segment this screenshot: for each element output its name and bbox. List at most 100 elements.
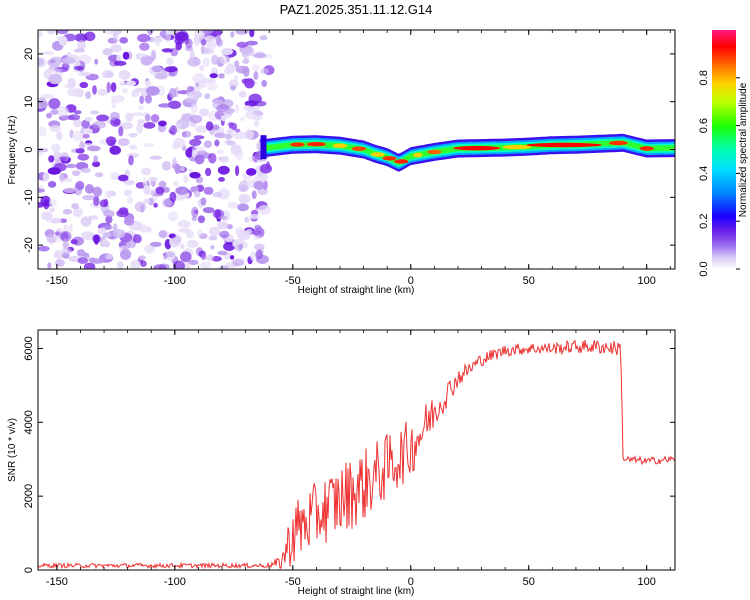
noise-blob xyxy=(238,193,251,204)
noise-blob xyxy=(181,113,193,122)
noise-blob xyxy=(93,155,98,163)
noise-blob xyxy=(188,93,195,99)
snr-line xyxy=(38,339,675,570)
noise-blob xyxy=(249,30,255,38)
x-tick-label: 100 xyxy=(638,576,656,588)
noise-blob xyxy=(45,214,50,223)
noise-blob xyxy=(70,239,79,245)
noise-blob xyxy=(245,40,258,46)
spectrogram-frame xyxy=(37,29,676,270)
noise-blob xyxy=(172,260,185,269)
spectrogram-signal-ridge xyxy=(260,133,675,172)
noise-blob xyxy=(134,201,147,213)
noise-blob xyxy=(158,120,167,127)
noise-blob xyxy=(118,69,131,80)
noise-blob xyxy=(197,228,203,237)
noise-blob xyxy=(260,68,269,75)
noise-blob xyxy=(234,244,243,252)
chart-title: PAZ1.2025.351.11.12.G14 xyxy=(280,2,433,17)
ridge-peak xyxy=(526,142,602,148)
noise-blob xyxy=(119,81,126,86)
noise-blob xyxy=(40,195,51,206)
noise-blob xyxy=(253,100,267,107)
noise-blob xyxy=(173,180,180,187)
noise-blob xyxy=(60,218,67,223)
noise-blob xyxy=(80,216,92,227)
noise-blob xyxy=(233,74,239,83)
noise-blob xyxy=(85,128,93,134)
noise-blob xyxy=(117,261,124,269)
noise-blob xyxy=(73,110,82,115)
noise-blob xyxy=(194,154,205,165)
noise-blob xyxy=(118,126,124,137)
noise-blob xyxy=(215,34,222,46)
noise-blob xyxy=(92,161,101,168)
y-tick-label: 10 xyxy=(23,96,35,108)
noise-blob xyxy=(252,229,262,236)
noise-blob xyxy=(144,244,156,254)
noise-blob xyxy=(131,89,140,97)
noise-blob xyxy=(208,235,218,241)
noise-blob xyxy=(46,112,52,119)
noise-blob xyxy=(47,181,57,188)
noise-blob xyxy=(120,249,132,260)
noise-blob xyxy=(197,215,206,224)
noise-blob xyxy=(206,82,218,91)
noise-blob xyxy=(106,81,111,93)
noise-blob xyxy=(153,202,158,208)
noise-blob xyxy=(211,54,219,65)
noise-blob xyxy=(177,220,191,228)
noise-blob xyxy=(257,205,271,215)
ridge-peak xyxy=(290,142,305,147)
noise-blob xyxy=(168,87,177,99)
y-tick-label: -20 xyxy=(23,237,35,253)
noise-blob xyxy=(225,133,232,140)
noise-blob xyxy=(240,116,245,122)
noise-blob xyxy=(244,100,258,107)
y-tick-label: 6000 xyxy=(23,336,35,360)
noise-blob xyxy=(242,58,250,64)
noise-blob xyxy=(189,114,203,124)
y-tick-label: 4000 xyxy=(23,410,35,434)
noise-blob xyxy=(104,254,114,260)
noise-blob xyxy=(67,77,76,89)
noise-blob xyxy=(146,188,156,196)
noise-blob xyxy=(77,39,86,51)
noise-blob xyxy=(226,140,236,146)
noise-blob xyxy=(72,209,81,217)
noise-blob xyxy=(73,118,82,128)
noise-blob xyxy=(227,201,238,209)
noise-blob xyxy=(75,61,81,68)
noise-blob xyxy=(102,30,117,35)
noise-blob xyxy=(155,38,161,47)
noise-blob xyxy=(202,207,215,214)
colorbar-tick-label: 0.0 xyxy=(698,261,710,276)
noise-blob xyxy=(244,129,254,140)
noise-blob xyxy=(193,135,205,140)
snr-background xyxy=(38,330,675,570)
noise-blob xyxy=(158,230,168,238)
noise-blob xyxy=(200,39,207,46)
noise-blob xyxy=(110,171,120,181)
noise-blob xyxy=(233,131,248,140)
noise-blob xyxy=(90,110,100,115)
noise-blob xyxy=(62,208,73,215)
noise-blob xyxy=(92,121,107,129)
noise-blob xyxy=(234,60,240,68)
noise-blob xyxy=(150,241,162,247)
noise-blob xyxy=(92,186,103,197)
noise-blob xyxy=(205,167,212,177)
noise-blob xyxy=(81,119,90,129)
snr-xlabel: Height of straight line (km) xyxy=(298,586,415,597)
x-tick-label: -50 xyxy=(285,576,301,588)
noise-blob xyxy=(200,45,205,55)
noise-blob xyxy=(219,156,229,163)
noise-blob xyxy=(123,189,133,197)
noise-blob xyxy=(141,167,151,176)
ridge-peak xyxy=(382,156,397,161)
noise-blob xyxy=(97,227,107,234)
noise-blob xyxy=(213,191,223,198)
noise-blob xyxy=(218,188,230,200)
noise-blob xyxy=(194,82,200,88)
